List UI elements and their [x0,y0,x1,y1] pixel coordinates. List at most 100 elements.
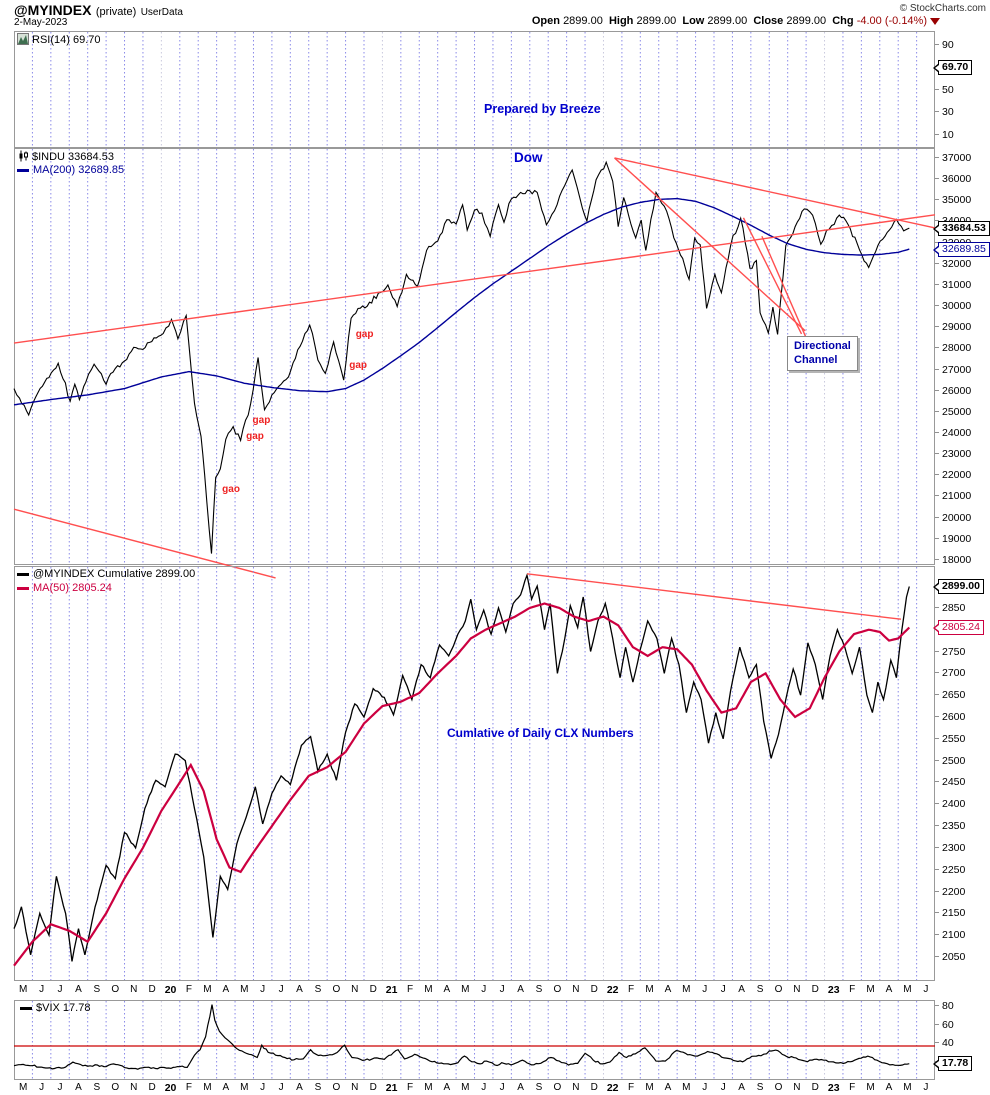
x-axis-month-label: J [923,984,929,995]
x-axis-month-label: F [849,1082,856,1093]
candlestick-icon [17,150,29,165]
x-axis-month-label: M [645,1082,654,1093]
symbol-name: @MYINDEX [14,2,92,18]
y-axis-tick: 2700 [935,667,966,680]
ma200-legend-label: MA(200) 32689.85 [33,164,125,176]
y-axis-tick: 35000 [935,194,972,207]
x-axis-month-label: O [774,1082,783,1093]
y-axis-tick: 40 [935,1037,954,1050]
x-axis-month-label: A [885,984,893,995]
open-label: Open [531,15,560,27]
y-axis-tick: 60 [935,1018,954,1031]
x-axis-month-label: A [296,1082,303,1093]
gap-annotation: gao [222,484,240,496]
y-axis-tick: 21000 [935,490,972,503]
x-axis-month-label: D [811,1082,819,1093]
x-axis-month-label: M [903,1082,912,1093]
line-swatch-icon [17,586,29,590]
y-axis-tick: 24000 [935,426,972,439]
gap-annotation: gap [246,431,264,443]
trendline [614,157,806,332]
x-axis-month-label: D [590,984,598,995]
y-axis-tick: 25000 [935,405,972,418]
panel-border [14,148,935,565]
x-axis-month-label: J [702,1082,708,1093]
dow-annotation: Dow [514,150,543,165]
y-axis-tick: 32000 [935,257,972,270]
x-axis-month-label: N [793,1082,801,1093]
x-axis-month-label: D [148,1082,156,1093]
x-axis-month-label: J [720,984,726,995]
x-axis-month-label: F [406,984,414,995]
vix-legend-label: $VIX 17.78 [36,1002,91,1014]
x-axis-month-label: F [628,1082,635,1093]
x-axis-month-label: O [774,984,783,995]
x-axis-month-label: A [738,1082,745,1093]
y-axis-tick: 90 [935,38,954,51]
callout-arrow-inner [935,584,939,590]
directional-channel-callout: Directional Channel [787,336,858,371]
close-value: 2899.00 [786,15,827,27]
x-axis-month-label: S [756,984,764,995]
x-axis-labels-bottom: M J J A S O N D 20 F M A M J J A S O N D 21 F M A M J J A S O N D 22 F M A M… [0,1082,990,1095]
y-axis-tick: 2100 [935,929,966,942]
x-axis-month-label: M [203,984,212,995]
ma50-legend: MA(50) 2805.24 [17,582,112,594]
quote-bar: Open 2899.00 High 2899.00 Low 2899.00 Cl… [532,15,940,27]
x-axis-month-label: A [738,984,745,995]
last-value-callout: 2899.00 [933,579,984,594]
x-axis-year-label: 22 [606,1082,619,1094]
x-axis-month-label: J [260,984,266,995]
y-axis-tick: 23000 [935,448,972,461]
x-axis-month-label: A [517,1082,524,1093]
y-axis-tick: 2200 [935,885,966,898]
y-axis-tick: 27000 [935,363,972,376]
x-axis-month-label: A [75,1082,82,1093]
x-axis-month-label: M [424,1082,433,1093]
x-axis-month-label: S [756,1082,764,1093]
ma50-legend-label: MA(50) 2805.24 [33,582,112,594]
down-triangle-icon[interactable] [930,17,940,25]
x-axis-month-label: D [590,1082,598,1093]
chart-title: @MYINDEX (private) UserData [14,2,183,20]
panel-border [14,1000,935,1080]
directional-channel-line2: Channel [794,354,838,367]
panel-border [14,566,935,981]
x-axis-month-label: J [278,984,284,995]
indu-legend-label: $INDU 33684.53 [32,151,114,163]
y-axis-tick: 30 [935,106,954,118]
x-axis-month-label: J [278,1082,284,1093]
x-axis-month-label: A [664,984,672,995]
x-axis-month-label: A [664,1082,672,1093]
ma-200--series [13,197,910,406]
y-axis-tick: 50 [935,83,954,96]
callout-value: 17.78 [942,1057,969,1070]
x-axis-month-label: M [19,984,28,995]
x-axis-month-label: O [332,1082,341,1093]
prepared-by-annotation: Prepared by Breeze [484,102,601,116]
x-axis-month-label: D [811,984,819,995]
callout-value: 2899.00 [942,580,980,592]
line-swatch-icon [20,1006,32,1010]
cumulative-note-annotation: Cumlative of Daily CLX Numbers [447,726,634,740]
y-axis-tick: 2400 [935,798,966,811]
close-label: Close [753,15,784,27]
line-swatch-icon [17,572,29,576]
callout-arrow-inner [935,246,939,253]
copyright: © StockCharts.com [899,3,986,14]
last-value-callout: 2805.24 [933,619,984,635]
y-axis-tick: 22000 [935,469,972,482]
last-value-callout: 33684.53 [933,220,990,236]
x-axis-month-label: N [351,984,359,995]
x-axis-month-label: F [849,984,856,995]
gap-annotation: gap [252,414,271,426]
x-axis-month-label: M [461,984,470,995]
x-axis-month-label: F [185,1082,193,1093]
x-axis-month-label: S [93,1082,101,1093]
callout-value: 33684.53 [942,221,986,234]
x-axis-year-label: 20 [164,1082,177,1094]
chg-value: -4.00 (-0.14%) [856,15,927,27]
callout-arrow-inner [935,64,939,71]
x-axis-month-label: M [645,984,654,995]
